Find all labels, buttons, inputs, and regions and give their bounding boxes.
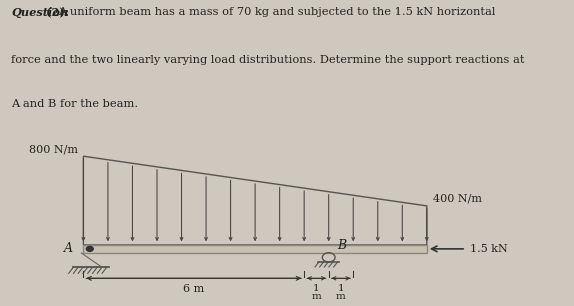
Text: force and the two linearly varying load distributions. Determine the support rea: force and the two linearly varying load …	[11, 55, 525, 65]
Text: m: m	[336, 292, 346, 301]
Text: 1: 1	[313, 284, 320, 293]
Text: (2):: (2):	[42, 7, 69, 18]
Text: A uniform beam has a mass of 70 kg and subjected to the 1.5 kN horizontal: A uniform beam has a mass of 70 kg and s…	[59, 7, 496, 17]
Text: 1.5 kN: 1.5 kN	[470, 244, 508, 254]
Text: 1: 1	[338, 284, 344, 293]
Text: m: m	[312, 292, 321, 301]
Text: A: A	[64, 242, 72, 255]
Text: A and B for the beam.: A and B for the beam.	[11, 99, 138, 109]
Polygon shape	[81, 253, 100, 266]
Text: 800 N/m: 800 N/m	[29, 144, 77, 155]
Text: 400 N/m: 400 N/m	[433, 193, 482, 203]
Text: B: B	[338, 239, 347, 252]
Bar	[83, 245, 427, 253]
Circle shape	[86, 246, 93, 251]
Text: 6 m: 6 m	[183, 284, 204, 294]
Text: Question: Question	[11, 7, 69, 18]
